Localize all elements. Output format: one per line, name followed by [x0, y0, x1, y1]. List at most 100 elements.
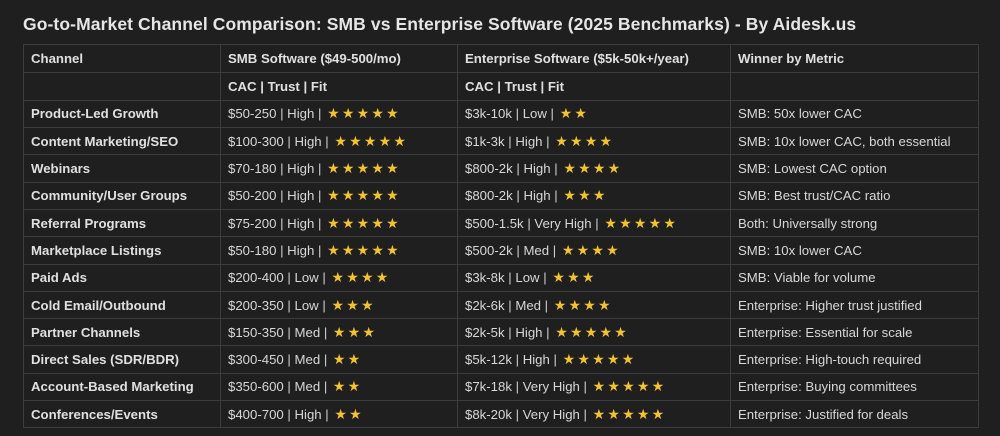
- separator: |: [539, 270, 551, 286]
- table-row: Marketplace Listings $50-180 | High | ★★…: [23, 236, 979, 265]
- smb-trust: High: [287, 188, 315, 204]
- smb-fit-star-icons: ★★★★★: [327, 214, 401, 231]
- separator: |: [314, 188, 326, 204]
- separator: |: [512, 161, 524, 177]
- table-row: Webinars $70-180 | High | ★★★★★ $800-2k …: [23, 154, 979, 183]
- table-row: Account-Based Marketing $350-600 | Med |…: [23, 372, 979, 402]
- separator: |: [579, 406, 591, 422]
- enterprise-cac: $2k-5k: [465, 324, 505, 340]
- smb-fit-star-icons: ★★★: [332, 323, 378, 340]
- channel-name: Product-Led Growth: [23, 99, 221, 129]
- separator: |: [321, 133, 333, 149]
- enterprise-cac: $3k-8k: [465, 270, 505, 286]
- smb-cac: $200-400: [228, 270, 284, 286]
- smb-cell: $100-300 | High | ★★★★★: [220, 127, 458, 156]
- separator: |: [283, 297, 295, 313]
- page-title: Go-to-Market Channel Comparison: SMB vs …: [23, 14, 857, 34]
- enterprise-fit-star-icons: ★★★★★: [604, 214, 679, 231]
- smb-trust: Med: [294, 352, 321, 368]
- enterprise-cell: $5k-12k | High | ★★★★★: [457, 345, 731, 374]
- smb-cell: $50-200 | High | ★★★★★: [220, 181, 458, 210]
- winner-by-metric: Enterprise: Higher trust justified: [730, 290, 979, 320]
- winner-by-metric: SMB: Lowest CAC option: [730, 154, 979, 183]
- separator: |: [320, 324, 331, 340]
- separator: |: [511, 379, 523, 395]
- enterprise-fit-star-icons: ★★: [559, 105, 590, 122]
- smb-cell: $350-600 | Med | ★★: [220, 372, 458, 402]
- smb-cac: $350-600: [228, 379, 284, 395]
- enterprise-cac: $8k-20k: [465, 406, 512, 422]
- separator: |: [283, 406, 295, 422]
- smb-fit-star-icons: ★★★★★: [327, 187, 401, 204]
- enterprise-fit-star-icons: ★★★★: [561, 241, 621, 258]
- enterprise-cell: $8k-20k | Very High | ★★★★★: [457, 400, 731, 429]
- enterprise-fit-star-icons: ★★★: [563, 187, 608, 204]
- channel-name: Content Marketing/SEO: [23, 127, 221, 156]
- smb-fit-star-icons: ★★★★★: [327, 241, 401, 258]
- table-row: Referral Programs $75-200 | High | ★★★★★…: [23, 208, 979, 238]
- separator: |: [276, 106, 288, 122]
- channel-name: Paid Ads: [23, 263, 221, 292]
- enterprise-cac: $5k-12k: [465, 352, 512, 368]
- enterprise-cell: $800-2k | High | ★★★: [457, 181, 731, 210]
- smb-fit-star-icons: ★★★: [331, 296, 376, 313]
- separator: |: [276, 242, 288, 258]
- winner-by-metric: Enterprise: Essential for scale: [730, 318, 979, 347]
- separator: |: [512, 188, 524, 204]
- enterprise-trust: High: [523, 188, 551, 204]
- enterprise-fit-star-icons: ★★★★★: [555, 323, 630, 340]
- enterprise-trust: High: [515, 133, 543, 149]
- enterprise-cac: $800-2k: [465, 161, 513, 177]
- channel-name: Referral Programs: [23, 208, 221, 238]
- enterprise-cac: $500-2k: [465, 242, 513, 258]
- table-row: Partner Channels $150-350 | Med | ★★★ $2…: [23, 318, 979, 347]
- channel-name: Conferences/Events: [23, 400, 221, 429]
- separator: |: [511, 352, 523, 368]
- enterprise-fit-star-icons: ★★★★★: [592, 405, 667, 422]
- separator: |: [283, 352, 295, 368]
- enterprise-fit-star-icons: ★★★★: [555, 132, 615, 149]
- smb-trust: Low: [294, 297, 319, 313]
- smb-fit-star-icons: ★★★★: [331, 269, 391, 286]
- separator: |: [550, 161, 562, 177]
- smb-cell: $50-180 | High | ★★★★★: [220, 236, 458, 265]
- table-row: Content Marketing/SEO $100-300 | High | …: [23, 127, 979, 156]
- smb-cac: $70-180: [228, 161, 277, 177]
- separator: |: [504, 297, 516, 313]
- separator: |: [511, 406, 523, 422]
- smb-trust: High: [287, 215, 315, 231]
- separator: |: [314, 106, 326, 122]
- enterprise-fit-star-icons: ★★★★★: [562, 351, 637, 368]
- separator: |: [276, 188, 288, 204]
- table-row: Community/User Groups $50-200 | High | ★…: [23, 181, 979, 210]
- enterprise-cell: $2k-6k | Med | ★★★★: [457, 290, 731, 320]
- enterprise-cac: $500-1.5k: [465, 215, 524, 231]
- header-winner: Winner by Metric: [730, 44, 979, 73]
- smb-cac: $100-300: [228, 133, 284, 149]
- separator: |: [591, 215, 603, 231]
- channel-name: Cold Email/Outbound: [23, 290, 221, 320]
- separator: |: [512, 242, 524, 258]
- enterprise-fit-star-icons: ★★★★: [563, 160, 623, 177]
- enterprise-fit-star-icons: ★★★★: [553, 296, 613, 313]
- separator: |: [546, 106, 558, 122]
- winner-by-metric: SMB: 50x lower CAC: [730, 99, 979, 129]
- subheader-channel: [23, 71, 221, 101]
- enterprise-cell: $500-2k | Med | ★★★★: [457, 236, 731, 265]
- smb-cell: $50-250 | High | ★★★★★: [220, 99, 458, 129]
- smb-fit-star-icons: ★★★★★: [327, 105, 401, 122]
- separator: |: [320, 379, 331, 395]
- separator: |: [320, 352, 331, 368]
- table-row: Direct Sales (SDR/BDR) $300-450 | Med | …: [23, 345, 979, 374]
- header-channel: Channel: [23, 44, 221, 73]
- separator: |: [541, 297, 552, 313]
- enterprise-trust: Low: [522, 106, 547, 122]
- channel-comparison-table: Channel SMB Software ($49-500/mo) Enterp…: [23, 44, 979, 429]
- separator: |: [314, 215, 326, 231]
- smb-trust: High: [287, 161, 315, 177]
- smb-fit-star-icons: ★★: [332, 378, 363, 395]
- channel-name: Account-Based Marketing: [23, 372, 221, 402]
- enterprise-fit-star-icons: ★★★: [552, 269, 597, 286]
- winner-by-metric: Enterprise: Buying committees: [730, 372, 979, 402]
- header-enterprise: Enterprise Software ($5k-50k+/year): [457, 44, 731, 73]
